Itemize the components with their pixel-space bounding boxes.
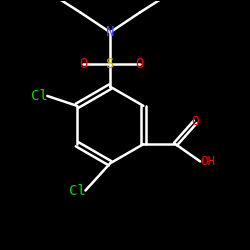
Text: OH: OH [200, 155, 215, 168]
Text: O: O [192, 116, 199, 128]
Text: Cl: Cl [30, 89, 47, 103]
Text: O: O [79, 58, 87, 71]
Text: N: N [106, 25, 114, 39]
Text: S: S [106, 58, 114, 71]
Text: Cl: Cl [69, 184, 86, 198]
Text: O: O [136, 58, 144, 71]
